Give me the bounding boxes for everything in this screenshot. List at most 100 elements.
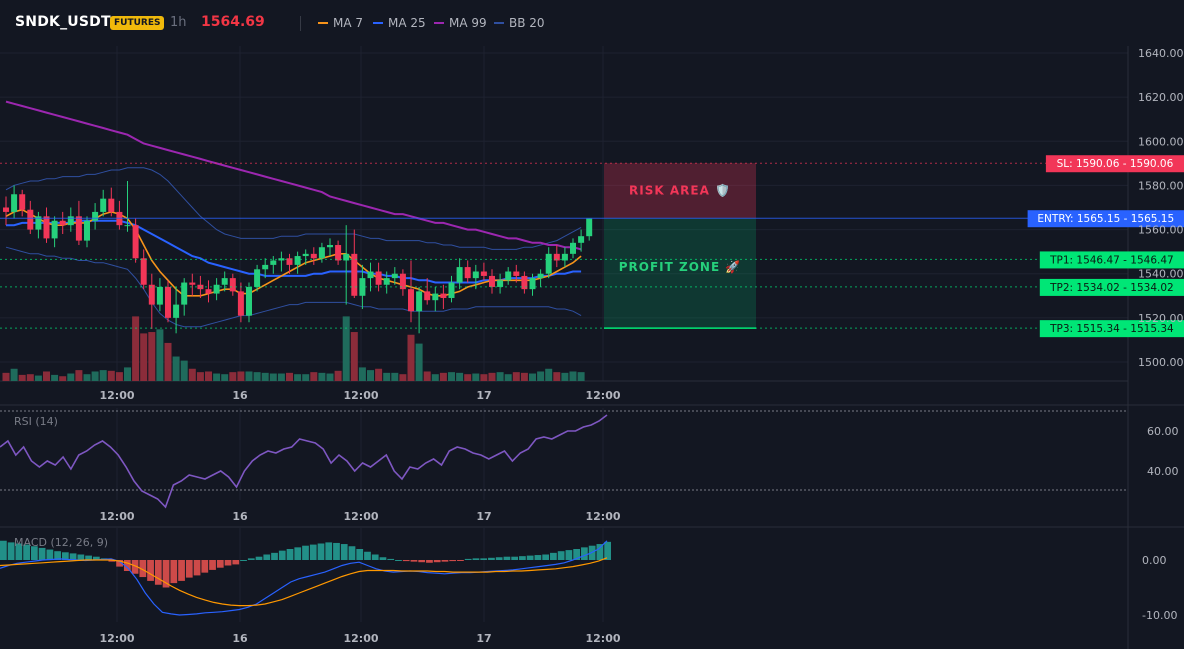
candle-body [586,218,593,237]
volume-bar [488,372,496,381]
macd-histogram-bar [302,545,309,560]
macd-histogram-bar [526,555,534,560]
candle-body [286,258,293,265]
level-tag-text-tp2: TP2: 1534.02 - 1534.02 [1049,282,1174,294]
candle-body [537,273,544,279]
legend-bb20[interactable]: BB 20 [494,16,545,30]
macd-histogram-bar [170,560,178,584]
bollinger-bands [5,167,582,328]
macd-histogram-bar [108,560,116,562]
rsi-tick-label: 60.00 [1147,425,1179,438]
candle-body [173,304,180,318]
candle-body [84,220,90,241]
time-tick-label: 12:00 [99,510,134,523]
volume-bar [512,372,520,381]
volume-bar [423,371,431,381]
candle-body [181,282,188,305]
price-tick-label: 1520.00 [1138,312,1184,325]
candle-body [472,271,479,279]
time-tick-label: 12:00 [585,632,620,645]
price-tick-label: 1560.00 [1138,224,1184,237]
candle-body [318,247,325,259]
chart-header: SNDK_USDT FUTURES 1h 1564.69 MA 7 MA 25 … [0,0,1184,46]
price-tick-label: 1540.00 [1138,268,1184,281]
ma25-line [6,219,582,284]
volume-bar [172,356,180,381]
rsi-tick-label: 40.00 [1147,465,1179,478]
candle-body [108,198,115,212]
candle-body [416,291,423,312]
volume-bar [358,367,366,381]
time-tick-label: 12:00 [343,510,378,523]
candle-body [213,284,220,294]
candle-body [189,282,196,285]
symbol-name[interactable]: SNDK_USDT [15,14,111,30]
candle-body [456,267,463,283]
level-tag-sl [1045,155,1184,173]
macd-histogram-bar [255,556,263,560]
volume-bar [407,334,415,381]
macd-histogram-bar [85,555,92,560]
volume-bar [132,316,140,381]
macd-histogram-bar [441,560,449,562]
volume-bar [545,368,553,381]
volume-bar [350,332,358,381]
volume-bar [188,368,196,381]
volume-bar [553,372,561,381]
volume-bar [221,374,229,381]
price-tick-label: 1500.00 [1138,356,1184,369]
price-tick-label: 1620.00 [1138,91,1184,104]
candle-body [359,278,366,296]
volume-bar [124,367,131,381]
header-divider [300,16,301,31]
volume-bar [34,375,42,381]
macd-histogram-bar [294,547,302,560]
legend-bb20-label: BB 20 [509,16,545,30]
candle-body [75,216,82,241]
candle-body [375,271,382,285]
volume-bar [91,371,99,381]
time-tick-label: 12:00 [99,632,134,645]
macd-histogram-bar [426,560,433,563]
candle-body [440,293,447,298]
volume-bar [464,374,472,381]
candle-body [513,271,520,276]
price-tick-label: 1640.00 [1138,47,1184,60]
macd-histogram-bar [185,560,193,578]
candle-body [343,253,350,261]
macd-histogram-bar [30,546,38,560]
macd-histogram-bar [69,553,77,560]
macd-histogram-bar [371,554,379,560]
candle-body [237,291,244,316]
candle-body [489,275,495,287]
candle-body [529,278,536,290]
volume-bar [496,372,504,381]
legend-ma99[interactable]: MA 99 [434,16,487,30]
ma25-swatch-icon [373,22,383,24]
macd-histogram-bar [581,547,588,560]
volume-bar [115,372,123,381]
timeframe-label[interactable]: 1h [170,15,187,30]
macd-histogram-bar [139,560,147,578]
ma7-swatch-icon [318,22,328,24]
candle-body [327,245,333,248]
volume-bar [326,373,334,381]
candle-body [383,278,390,285]
candle-body [578,236,585,243]
time-tick-label: 16 [232,632,248,645]
volume-bar [148,332,156,381]
candles [3,181,593,334]
candle-body [246,286,252,316]
legend-ma7[interactable]: MA 7 [318,16,363,30]
time-tick-label: 17 [476,389,491,402]
macd-histogram-bar [410,560,418,562]
time-tick-label: 12:00 [585,510,620,523]
legend-ma99-label: MA 99 [449,16,487,30]
ma99-swatch-icon [434,22,444,24]
volume-bar [164,342,172,381]
candle-body [432,293,439,301]
legend-ma25[interactable]: MA 25 [373,16,426,30]
candle-body [51,220,58,239]
macd-histogram-bar [46,549,54,560]
